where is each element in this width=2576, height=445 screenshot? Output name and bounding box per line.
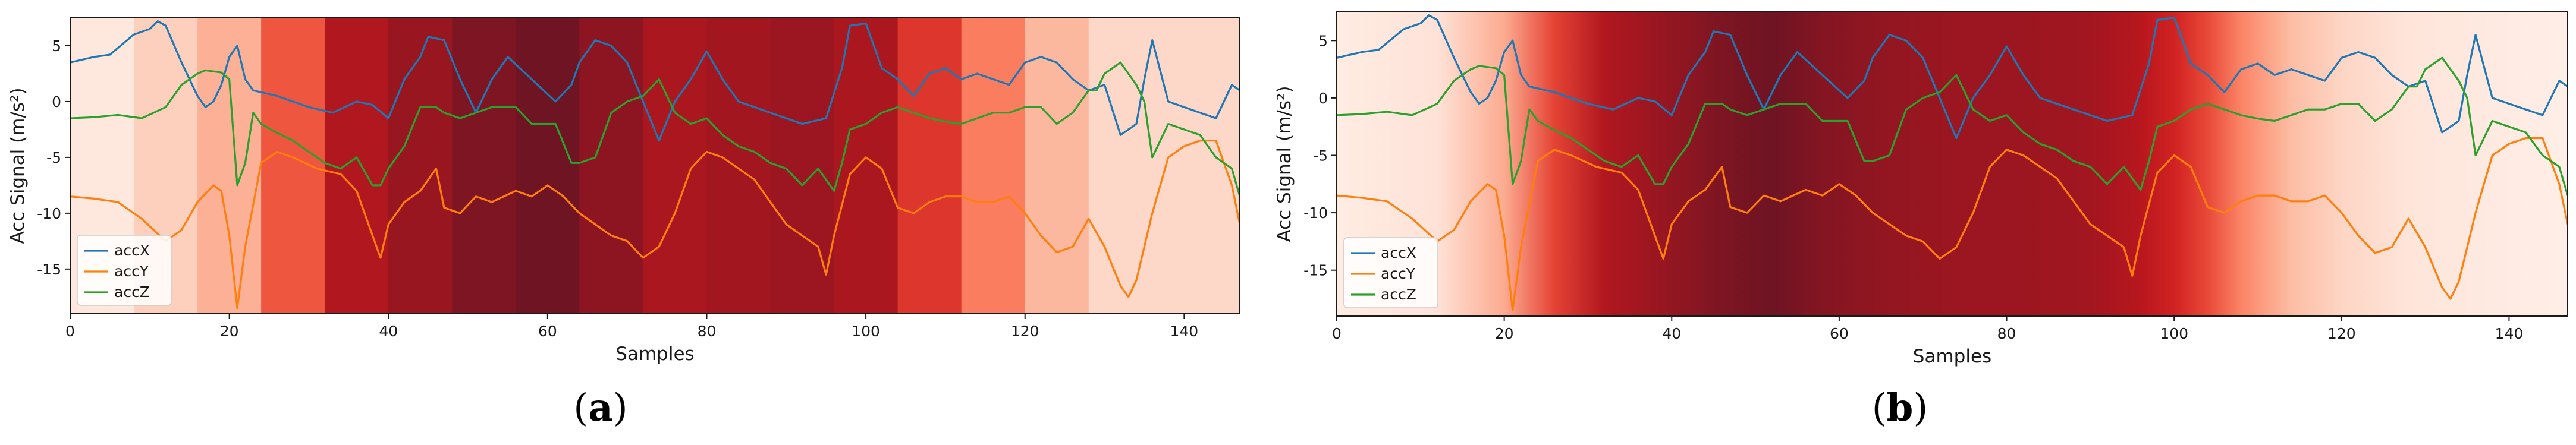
heatmap-segment [961, 18, 1026, 314]
series-line-accY [70, 140, 1240, 310]
heatmap-segment [897, 18, 962, 314]
y-tick-label: -10 [37, 205, 61, 222]
x-axis-title: Samples [1913, 346, 1991, 367]
series-line-accX [70, 20, 1240, 142]
heatmap-segment [706, 18, 771, 314]
legend: accX accY accZ [77, 235, 172, 306]
heatmap-segment [834, 18, 899, 314]
panel-a: 0 20 40 60 80 100 120 140 -15 -10 -5 0 5 Samples Acc S… [7, 17, 1240, 430]
y-tick-label: 5 [1318, 32, 1328, 49]
legend: accX accY accZ [1343, 237, 1438, 308]
x-tick-label: 140 [1170, 323, 1198, 340]
legend-label-accY: accY [1381, 265, 1416, 282]
series-lines [70, 20, 1240, 310]
x-tick-label: 60 [538, 323, 557, 340]
heatmap-segment [516, 18, 580, 314]
x-tick-label: 40 [379, 323, 398, 340]
x-axis-title: Samples [615, 343, 694, 365]
heatmap-segment [1025, 18, 1089, 314]
heatmap-segment [1088, 18, 1240, 314]
y-tick-label: -15 [37, 261, 61, 278]
y-axis-title: Acc Signal (m/s²) [7, 87, 29, 244]
legend-label-accX: accX [1381, 244, 1416, 261]
legend-box [77, 235, 172, 306]
heatmap-segment [261, 18, 325, 314]
series-line-accZ [1337, 56, 2568, 196]
y-tick-label: -15 [1303, 262, 1328, 279]
x-tick-label: 100 [2160, 325, 2188, 342]
legend-label-accX: accX [114, 242, 150, 259]
heatmap-background [70, 18, 1240, 314]
panel-label: (a) [573, 386, 627, 430]
y-tick-label: -10 [1303, 204, 1328, 222]
heatmap-background [1337, 12, 2568, 316]
x-tick-label: 120 [2327, 325, 2356, 342]
y-tick-label: -5 [46, 149, 61, 166]
legend-box [1343, 237, 1438, 308]
y-tick-label: -5 [1313, 147, 1328, 165]
plot-frame [1336, 11, 2568, 317]
y-tick-label: 5 [52, 37, 61, 55]
x-tick-label: 0 [65, 323, 75, 340]
series-line-accZ [70, 61, 1240, 197]
y-axis-title: Acc Signal (m/s²) [1274, 86, 1295, 242]
heatmap-segment [579, 18, 643, 314]
x-tick-label: 80 [1997, 325, 2016, 342]
legend-label-accZ: accZ [1381, 286, 1416, 303]
panel-label: (b) [1872, 386, 1928, 430]
x-tick-label: 100 [852, 323, 880, 340]
heatmap-segment [452, 18, 516, 314]
panel-b: 0 20 40 60 80 100 120 140 -15 -10 -5 0 5 Samples Acc S… [1274, 11, 2568, 430]
series-lines [1337, 14, 2568, 311]
heatmap-segment [643, 18, 707, 314]
heatmap-gradient [1337, 12, 2568, 316]
heatmap-segment [388, 18, 453, 314]
x-tick-label: 0 [1332, 325, 1342, 342]
x-tick-label: 20 [1495, 325, 1514, 342]
legend-label-accY: accY [114, 263, 149, 280]
x-tick-label: 140 [2495, 325, 2524, 342]
x-tick-label: 80 [698, 323, 717, 340]
x-tick-label: 40 [1662, 325, 1681, 342]
heatmap-segment [197, 18, 262, 314]
plot-frame [70, 17, 1240, 314]
x-tick-label: 20 [220, 323, 239, 340]
x-tick-label: 120 [1011, 323, 1039, 340]
series-line-accX [1337, 14, 2568, 140]
legend-label-accZ: accZ [114, 283, 150, 301]
y-tick-label: 0 [52, 93, 61, 111]
x-tick-label: 60 [1830, 325, 1849, 342]
y-tick-label: 0 [1318, 90, 1328, 107]
series-line-accY [1337, 137, 2568, 311]
